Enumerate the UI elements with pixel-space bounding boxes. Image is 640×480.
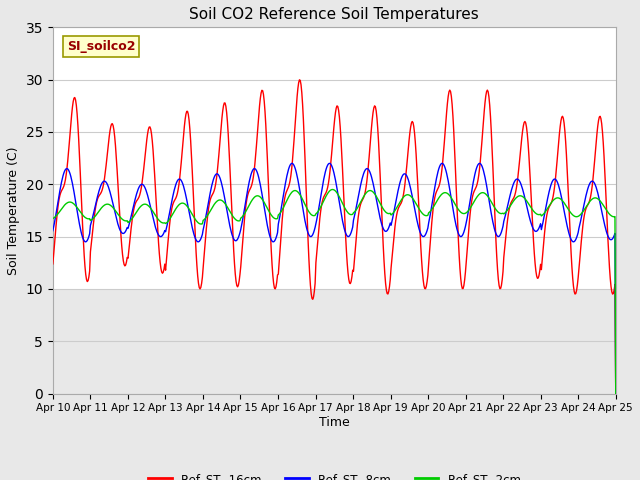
Legend: Ref_ST -16cm, Ref_ST -8cm, Ref_ST -2cm: Ref_ST -16cm, Ref_ST -8cm, Ref_ST -2cm — [143, 468, 525, 480]
Bar — [53, 27, 616, 289]
Y-axis label: Soil Temperature (C): Soil Temperature (C) — [7, 146, 20, 275]
Title: Soil CO2 Reference Soil Temperatures: Soil CO2 Reference Soil Temperatures — [189, 7, 479, 22]
Text: SI_soilco2: SI_soilco2 — [67, 40, 136, 53]
X-axis label: Time: Time — [319, 416, 349, 429]
